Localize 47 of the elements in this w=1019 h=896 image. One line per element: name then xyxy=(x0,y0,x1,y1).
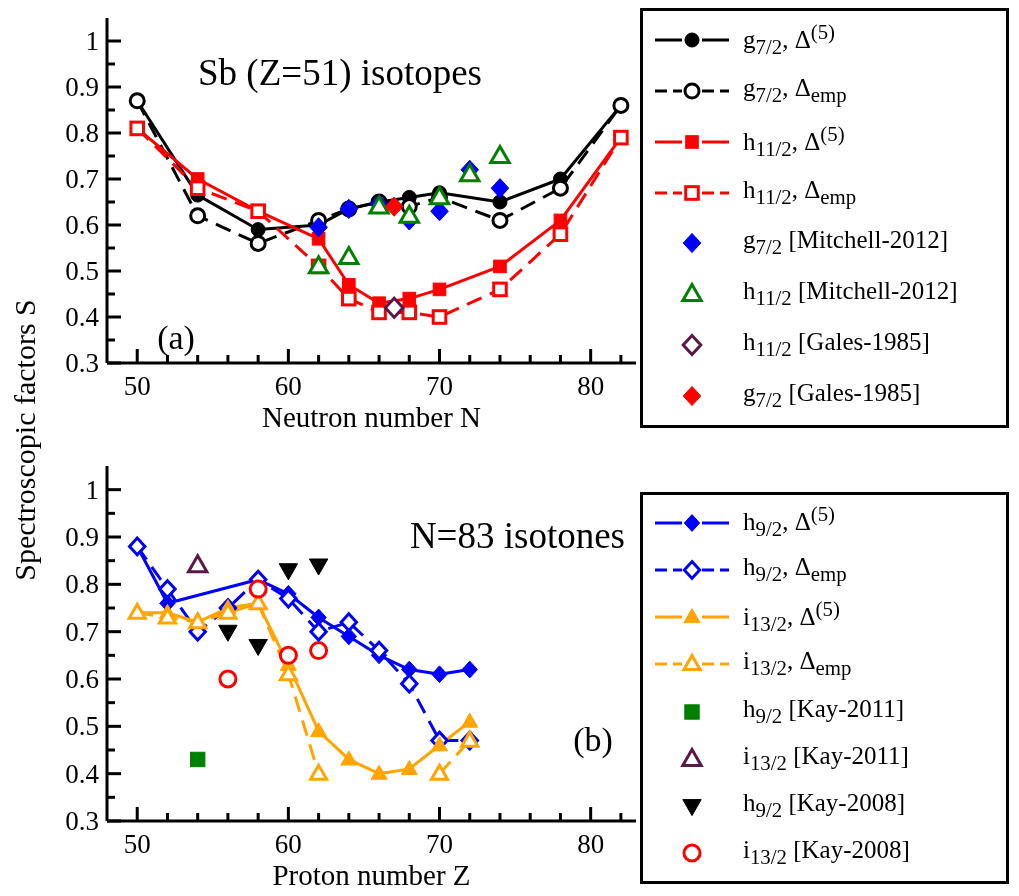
y-tick-label: 0.6 xyxy=(65,210,99,240)
legend-label: h$_{9/2}$ [Kay-2008] xyxy=(743,789,906,824)
y-tick-label: 0.7 xyxy=(65,616,99,647)
y-tick-label: 0.4 xyxy=(65,302,100,332)
y-axis-title: Spectroscopic factors S xyxy=(8,299,41,581)
legend-label: i$_{13/2}$ [Kay-2008] xyxy=(743,836,910,871)
legend-label: h$_{11/2}$ [Gales-1985] xyxy=(743,327,930,362)
y-tick-label: 0.9 xyxy=(65,72,99,102)
y-tick-label: 0.8 xyxy=(65,569,99,600)
y-tick-label: 0.9 xyxy=(65,522,99,552)
x-axis-title: Proton number Z xyxy=(272,859,471,891)
x-tick-label: 70 xyxy=(426,371,454,401)
legend-label: g$_{7/2}$ [Gales-1985] xyxy=(743,378,921,413)
y-tick-label: 0.6 xyxy=(65,664,99,694)
legend-label: h$_{11/2}$, Δ$^{(5)}$ xyxy=(743,121,845,163)
legend-label: h$_{9/2}$ [Kay-2011] xyxy=(743,694,905,729)
y-tick-label: 0.3 xyxy=(65,348,99,378)
x-tick-label: 70 xyxy=(426,829,454,859)
y-tick-label: 0.5 xyxy=(65,711,99,742)
y-tick-label: 0.5 xyxy=(65,256,99,286)
y-tick-label: 0.3 xyxy=(65,806,99,836)
legend-label: g$_{7/2}$, Δ$^{(5)}$ xyxy=(743,20,835,61)
legend-label: h$_{9/2}$, Δ$_{emp}$ xyxy=(743,552,847,587)
legend-label: i$_{13/2}$ [Kay-2011] xyxy=(743,741,909,776)
y-tick-label: 1 xyxy=(85,474,99,505)
x-tick-label: 80 xyxy=(577,829,605,859)
x-tick-label: 60 xyxy=(274,829,302,859)
y-tick-label: 0.8 xyxy=(65,118,99,148)
legend-label: g$_{7/2}$, Δ$_{emp}$ xyxy=(743,74,847,109)
x-tick-label: 60 xyxy=(274,371,302,401)
x-tick-label: 50 xyxy=(123,829,151,859)
legend-label: g$_{7/2}$ [Mitchell-2012] xyxy=(743,226,949,261)
legend-label: h$_{9/2}$, Δ$^{(5)}$ xyxy=(743,502,835,543)
annotation: (a) xyxy=(157,319,195,356)
legend-label: i$_{13/2}$, Δ$^{(5)}$ xyxy=(743,596,840,638)
text: Sb (Z=51) isotopes xyxy=(198,51,482,93)
text: N=83 isotones xyxy=(409,514,625,556)
x-tick-label: 80 xyxy=(577,371,605,401)
x-tick-label: 50 xyxy=(123,371,151,401)
legend-label: h$_{11/2}$, Δ$_{emp}$ xyxy=(743,175,857,210)
y-tick-label: 1 xyxy=(85,26,99,56)
legend-label: h$_{11/2}$ [Mitchell-2012] xyxy=(743,277,958,312)
x-axis-title: Neutron number N xyxy=(261,401,482,433)
legend-label: i$_{13/2}$, Δ$_{emp}$ xyxy=(743,647,852,682)
annotation: (b) xyxy=(573,721,613,758)
y-tick-label: 0.4 xyxy=(65,758,100,789)
y-tick-label: 0.7 xyxy=(65,164,99,194)
